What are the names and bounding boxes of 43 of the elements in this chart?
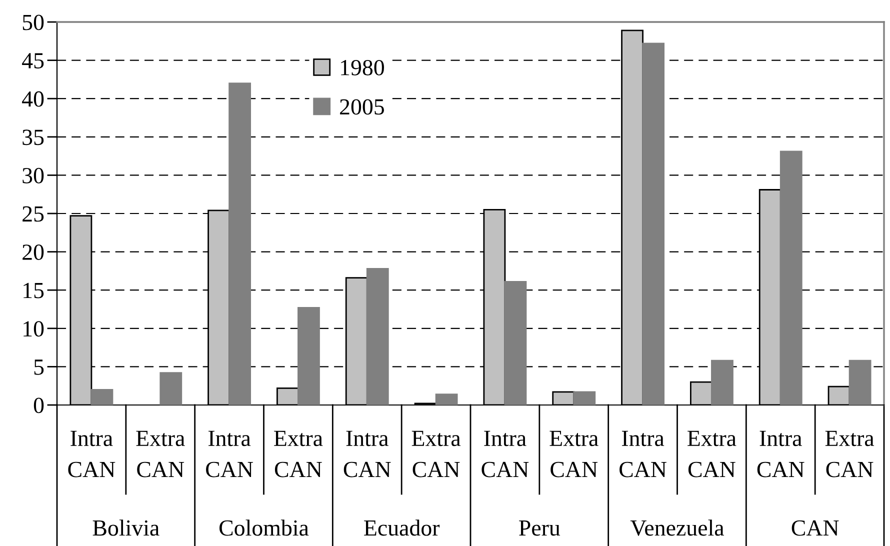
y-tick-label: 25 <box>22 206 44 222</box>
y-tick-label: 40 <box>22 91 44 107</box>
text: CAN <box>792 520 839 536</box>
bar <box>366 268 389 405</box>
y-tick-label: 30 <box>22 168 44 184</box>
x-tick-label: Extra CAN <box>550 430 598 478</box>
x-tick-label: Intra CAN <box>206 430 253 478</box>
x-tick-label: Extra CAN <box>688 430 736 478</box>
x-tick-label: Intra CAN <box>482 430 529 478</box>
legend-label: 1980 <box>341 60 384 76</box>
text: Venezuela <box>630 520 724 536</box>
x-tick-label: Extra CAN <box>274 430 323 478</box>
x-tick-label: Extra CAN <box>412 430 461 478</box>
bar <box>573 391 596 405</box>
y-tick-label: 20 <box>22 244 44 260</box>
y-tick-label: 5 <box>34 360 44 375</box>
y-tick-label: 10 <box>24 321 44 337</box>
bar <box>848 360 872 405</box>
text: Peru <box>519 520 560 536</box>
bar <box>504 280 527 405</box>
y-tick-label: 45 <box>22 53 44 68</box>
legend-label: 2005 <box>340 99 384 115</box>
y-tick-label: 15 <box>24 282 44 298</box>
x-tick-label: Extra CAN <box>825 430 874 478</box>
y-tick-label: 0 <box>34 398 44 414</box>
bar <box>160 372 182 405</box>
y-tick-label: 50 <box>22 14 44 30</box>
bar <box>298 307 320 405</box>
bar <box>780 150 802 405</box>
bar <box>90 388 114 405</box>
text: Ecuador <box>364 520 440 536</box>
bar <box>711 360 734 405</box>
bar <box>435 394 458 405</box>
text: Bolivia <box>92 520 160 536</box>
text: Colombia <box>219 520 309 536</box>
x-tick-label: Intra CAN <box>757 430 804 478</box>
bar <box>642 42 665 405</box>
bar <box>228 82 252 405</box>
x-tick-label: Intra CAN <box>344 430 391 478</box>
x-tick-label: Extra CAN <box>136 430 185 478</box>
x-tick-label: Intra CAN <box>68 430 116 478</box>
x-tick-label: Intra CAN <box>620 430 666 478</box>
y-tick-label: 35 <box>22 130 44 146</box>
